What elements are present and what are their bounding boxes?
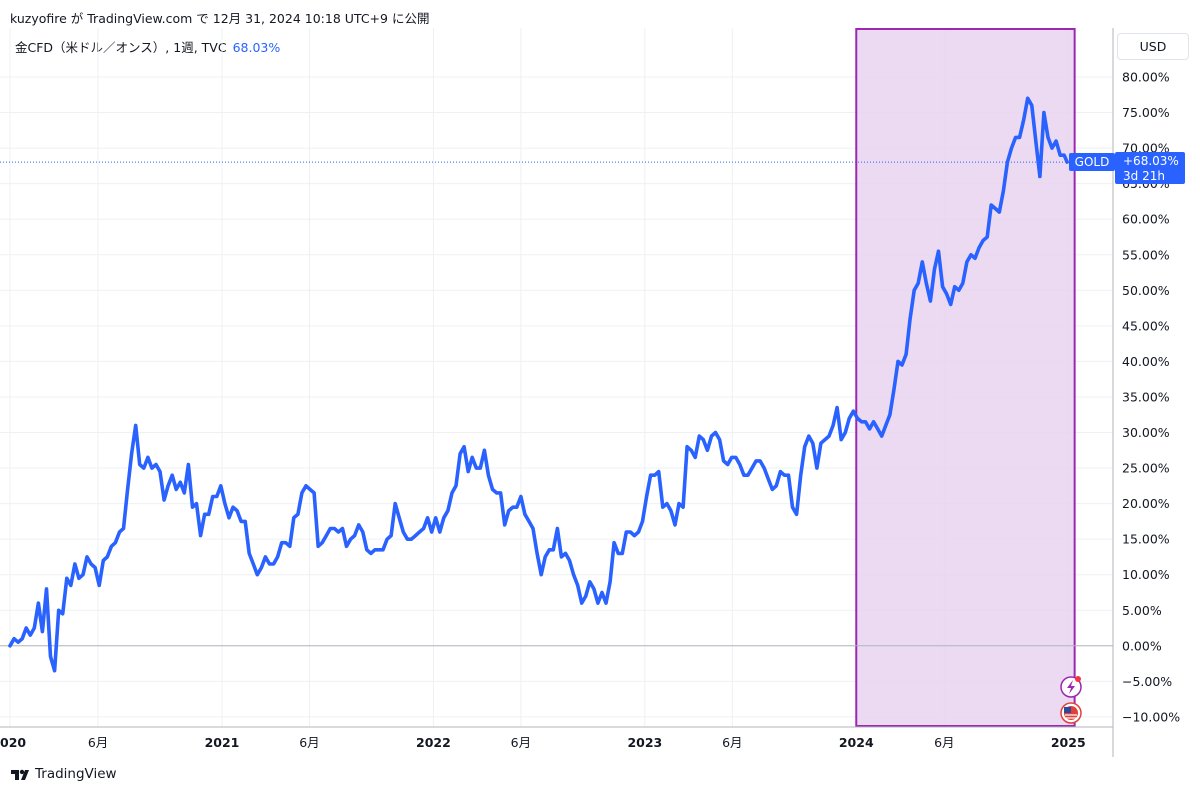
x-tick-label: 2025 xyxy=(1051,735,1086,750)
x-tick-label: 6月 xyxy=(934,735,954,750)
x-tick-label: 2023 xyxy=(627,735,662,750)
y-tick-label: 20.00% xyxy=(1122,496,1170,511)
price-tag-countdown: 3d 21h xyxy=(1123,169,1165,183)
notification-dot-icon xyxy=(1075,676,1081,682)
y-tick-label: 5.00% xyxy=(1122,603,1162,618)
x-tick-label: 2024 xyxy=(839,735,874,750)
y-tick-label: 35.00% xyxy=(1122,389,1170,404)
y-tick-label: 50.00% xyxy=(1122,283,1170,298)
x-tick-label: 6月 xyxy=(299,735,319,750)
x-tick-label: 6月 xyxy=(722,735,742,750)
price-tag-box xyxy=(1115,152,1185,184)
tradingview-logo-icon xyxy=(11,769,29,780)
tradingview-brand[interactable]: TradingView xyxy=(10,766,117,782)
publish-line: kuzyofire が TradingView.com で 12月 31, 20… xyxy=(10,11,430,26)
currency-button[interactable]: USD xyxy=(1117,33,1189,60)
y-tick-label: 25.00% xyxy=(1122,461,1170,476)
x-axis-ticks: 020 6月 2021 6月 2022 6月 2023 6月 2024 6月 2025 xyxy=(0,735,1086,750)
x-tick-label: 020 xyxy=(0,735,26,750)
y-tick-label: 15.00% xyxy=(1122,532,1170,547)
y-tick-label: 55.00% xyxy=(1122,247,1170,262)
event-icon-flag[interactable] xyxy=(1060,702,1082,724)
y-tick-label: 0.00% xyxy=(1122,638,1162,653)
y-tick-label: −5.00% xyxy=(1122,674,1172,689)
y-tick-label: 30.00% xyxy=(1122,425,1170,440)
y-tick-label: 70.00% xyxy=(1122,141,1170,156)
x-tick-label: 6月 xyxy=(88,735,108,750)
y-tick-label: −10.00% xyxy=(1122,709,1180,724)
highlight-range-box[interactable] xyxy=(855,28,1076,727)
event-icon-lightning[interactable] xyxy=(1060,676,1082,698)
price-tag-symbol-box xyxy=(1069,153,1115,171)
y-tick-label: 75.00% xyxy=(1122,105,1170,120)
y-tick-label: 10.00% xyxy=(1122,567,1170,582)
lightning-icon xyxy=(1067,680,1075,694)
x-tick-label: 2022 xyxy=(416,735,451,750)
x-tick-label: 6月 xyxy=(511,735,531,750)
y-tick-label: 80.00% xyxy=(1122,70,1170,85)
legend-symbol[interactable]: 金CFD（米ドル／オンス）, 1週, TVC xyxy=(15,40,227,55)
legend-value: 68.03% xyxy=(232,40,281,55)
price-tag-value: +68.03% xyxy=(1123,154,1179,168)
x-tick-label: 2021 xyxy=(205,735,240,750)
price-tag[interactable]: GOLD +68.03% 3d 21h xyxy=(1069,152,1185,184)
y-tick-label: 45.00% xyxy=(1122,318,1170,333)
price-tag-symbol: GOLD xyxy=(1075,155,1110,169)
gold-series-line[interactable] xyxy=(8,96,1069,673)
brand-label: TradingView xyxy=(35,766,117,782)
y-tick-label: 40.00% xyxy=(1122,354,1170,369)
y-axis-ticks: 80.00%75.00%70.00%65.00%60.00%55.00%50.0… xyxy=(1122,70,1180,725)
chart-legend: 金CFD（米ドル／オンス）, 1週, TVC 68.03% xyxy=(15,37,280,56)
y-tick-label: 60.00% xyxy=(1122,212,1170,227)
